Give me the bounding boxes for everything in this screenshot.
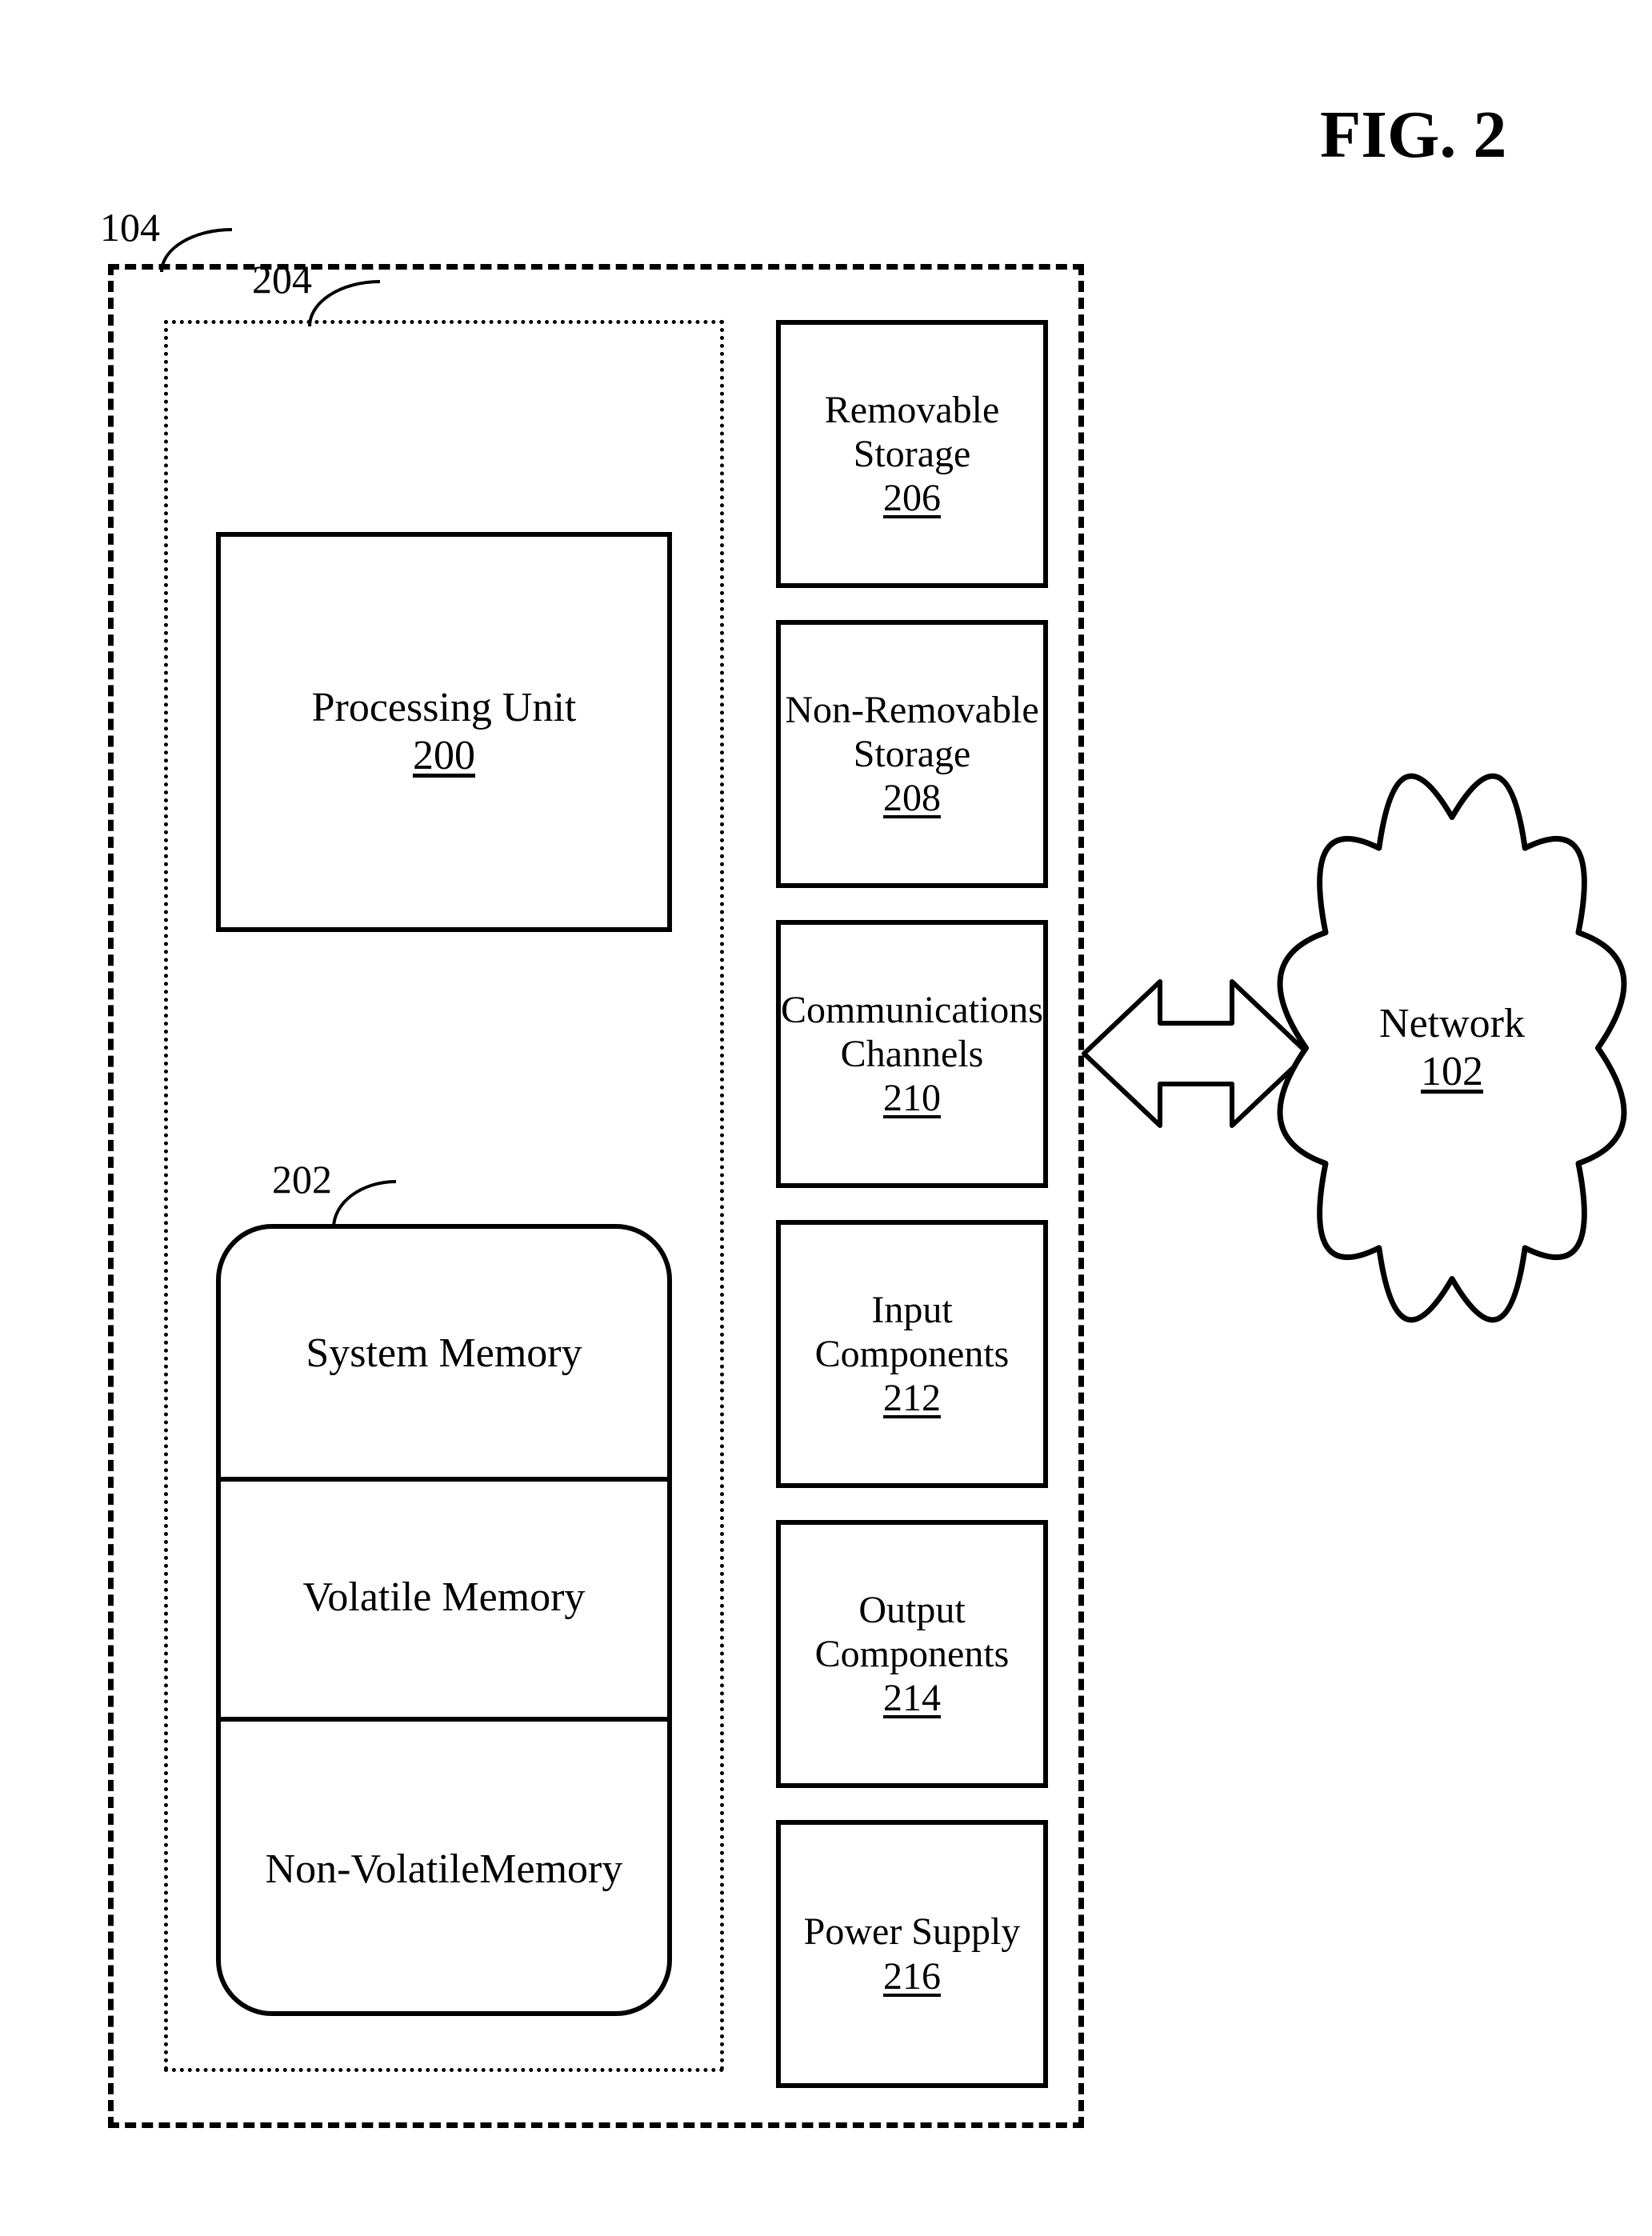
side-box: Power Supply216: [776, 1820, 1048, 2088]
side-box-ref: 214: [883, 1676, 941, 1720]
memory-cell: System Memory: [221, 1229, 667, 1477]
side-box-label: Input Components: [781, 1288, 1043, 1376]
processing-unit-label: Processing Unit: [312, 684, 577, 732]
network-cloud-label: Network 102: [1340, 992, 1564, 1104]
side-box: Removable Storage206: [776, 320, 1048, 588]
side-box-ref: 206: [883, 476, 941, 520]
side-box-label: Output Components: [781, 1588, 1043, 1676]
side-box-label: Non-Removable: [785, 688, 1038, 732]
processing-unit-ref: 200: [413, 732, 475, 780]
side-box: Input Components212: [776, 1220, 1048, 1488]
cloud-ref-text: 102: [1421, 1048, 1483, 1096]
memory-cell: Volatile Memory: [221, 1477, 667, 1717]
diagram-stage: FIG. 2 104 204 System MemoryVolatile Mem…: [0, 0, 1652, 2236]
side-box-label: Channels: [841, 1032, 984, 1076]
side-box: CommunicationsChannels210: [776, 920, 1048, 1188]
side-box-label: Communications: [781, 988, 1043, 1032]
side-box: Output Components214: [776, 1520, 1048, 1788]
callout-104-label: 104: [100, 204, 160, 250]
side-box: Non-RemovableStorage208: [776, 620, 1048, 888]
cloud-label-text: Network: [1379, 1000, 1525, 1048]
callout-202-label: 202: [272, 1156, 332, 1202]
side-box-ref: 210: [883, 1076, 941, 1120]
figure-title: FIG. 2: [1320, 96, 1506, 174]
side-box-ref: 216: [883, 1954, 941, 1998]
side-box-label: Removable Storage: [781, 388, 1043, 476]
side-box-label: Power Supply: [804, 1910, 1021, 1954]
callout-104-leader: [160, 228, 232, 272]
side-box-label: Storage: [854, 732, 971, 776]
system-memory-box: System MemoryVolatile MemoryNon-Volatile…: [216, 1224, 672, 2016]
side-box-ref: 208: [883, 776, 941, 820]
callout-204-label: 204: [252, 256, 312, 302]
double-arrow: [1084, 982, 1308, 1126]
memory-cell: Non-VolatileMemory: [221, 1717, 667, 2016]
side-box-ref: 212: [883, 1376, 941, 1420]
processing-unit-box: Processing Unit 200: [216, 532, 672, 932]
